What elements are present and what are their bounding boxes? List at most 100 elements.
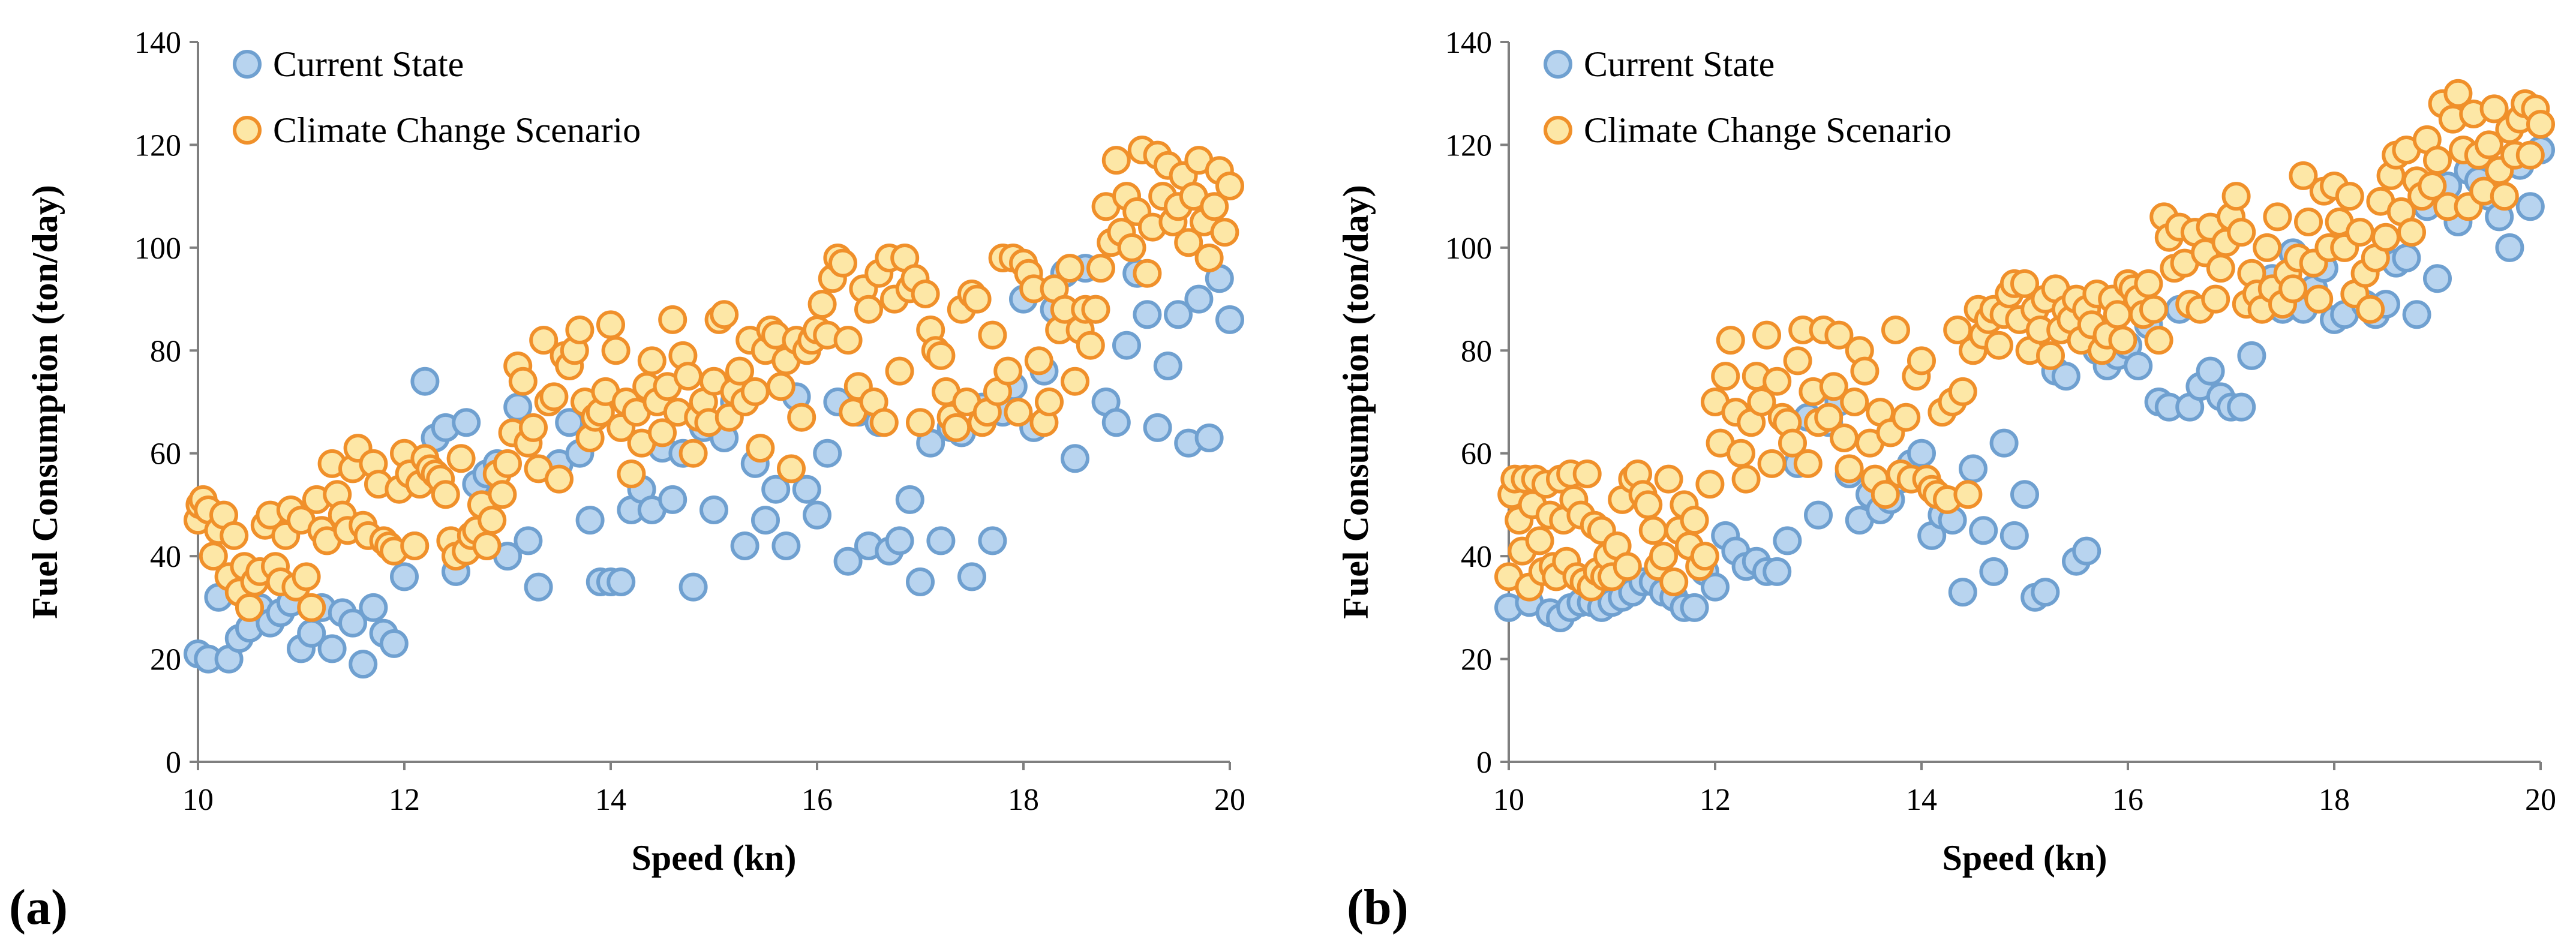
panel-a-current-state-point — [1184, 284, 1214, 314]
panel-a-climate-scenario-point — [740, 377, 770, 406]
panel-a-current-state-point — [410, 367, 440, 396]
panel-b-current-state-point — [1773, 526, 1802, 555]
panel-a-climate-scenario-point — [942, 413, 971, 442]
panel-a-climate-scenario-point — [1174, 228, 1203, 257]
panel-a-x-axis-title: Speed (kn) — [631, 838, 796, 878]
panel-a-legend: Current State Climate Change Scenario — [233, 44, 641, 150]
panel-b-climate-scenario-point — [1763, 367, 1792, 396]
panel-b-current-state-point — [2402, 300, 2431, 329]
panel-a-climate-scenario-point — [1081, 295, 1110, 324]
panel-b-current-state-point — [1959, 454, 1987, 483]
panel-b-current-state-point — [1969, 516, 1998, 545]
panel-a-current-state-point — [1061, 444, 1089, 473]
panel-b-y-tick-label: 100 — [1445, 232, 1492, 266]
panel-a-current-state-point — [338, 608, 367, 638]
panel-a-legend-label-climate: Climate Change Scenario — [273, 110, 641, 150]
panel-a-legend-marker-climate — [233, 116, 262, 145]
panel-b-climate-scenario-point — [1613, 552, 1642, 581]
panel-a-y-tick-label: 0 — [166, 746, 181, 780]
panel-b-climate-scenario-point — [2206, 254, 2235, 283]
panel-b-legend-label-current: Current State — [1584, 44, 1775, 84]
panel-b-climate-scenario-point — [2201, 284, 2230, 314]
panel-a-climate-scenario-point — [828, 248, 857, 278]
panel-b-climate-scenario-point — [1634, 490, 1663, 519]
panel-b-x-tick-label: 14 — [1906, 783, 1937, 817]
panel-a-current-state-point — [730, 531, 759, 560]
panel-b-climate-scenario-point — [2134, 269, 2163, 298]
panel-a-climate-scenario-point — [1024, 346, 1053, 376]
panel-a-current-state-point — [1143, 413, 1172, 442]
panel-a-climate-scenario-point — [488, 480, 517, 509]
panel-a-current-state-point — [1215, 305, 1244, 334]
panel-a-y-tick-label: 120 — [134, 128, 181, 163]
panel-a-climate-scenario-point — [539, 382, 569, 412]
panel-a-climate-scenario-point — [596, 310, 625, 340]
panel-a-climate-scenario-point — [1004, 398, 1033, 427]
panel-a-climate-scenario-point — [658, 305, 687, 334]
panel-b-current-state-point — [2227, 392, 2256, 422]
panel-a-current-state-point — [978, 526, 1007, 555]
panel-a-label: (a) — [9, 879, 68, 935]
panel-a-current-state-point — [1153, 352, 1182, 380]
panel-a-climate-scenario-point — [911, 280, 940, 308]
panel-b-current-state-point — [2392, 244, 2421, 272]
panel-a-y-tick-label: 100 — [134, 232, 181, 266]
panel-b-current-state-point — [1804, 500, 1833, 530]
panel-b-climate-scenario-point — [1984, 331, 2013, 360]
panel-a-climate-scenario-point — [906, 408, 935, 437]
panel-a-climate-scenario-point — [1101, 146, 1131, 175]
panel-a-current-state-point — [390, 562, 419, 591]
panel-a-climate-scenario-point — [472, 531, 502, 560]
panel-a-current-state-point — [761, 474, 791, 504]
panel-b-climate-scenario-point — [1752, 320, 1781, 350]
panel-b-legend-label-climate: Climate Change Scenario — [1584, 110, 1951, 150]
panel-b-climate-scenario-point — [2108, 326, 2137, 355]
panel-b-climate-scenario-point — [1695, 470, 1725, 499]
panel-b-x-axis-title: Speed (kn) — [1942, 838, 2107, 878]
panel-b-climate-scenario-point — [1953, 480, 1983, 509]
panel-b-climate-scenario-point — [1690, 542, 1719, 571]
panel-a-climate-scenario-point — [725, 356, 754, 386]
panel-b-climate-scenario-point — [1757, 449, 1787, 478]
panel-a-climate-scenario-point — [617, 460, 646, 488]
panel-b-climate-scenario-point — [2294, 208, 2323, 236]
panel-a-climate-scenario-point — [926, 341, 956, 370]
panel-b-current-state-point — [2515, 192, 2545, 221]
panel-b-current-state-point — [2051, 362, 2080, 391]
panel-a-current-state-point — [524, 572, 553, 602]
panel-b-climate-scenario-point — [1525, 526, 1554, 555]
panel-a-climate-scenario-point — [400, 531, 430, 560]
panel-b-current-state-point — [1999, 521, 2029, 550]
panel-a-current-state-point — [514, 526, 543, 555]
panel-b-axes — [1508, 42, 2541, 763]
panel-b-climate-scenario-point — [1649, 542, 1678, 571]
panel-a-current-state-point — [1164, 300, 1193, 329]
panel-b-climate-scenario-point — [2010, 269, 2039, 298]
panel-b-y-axis-title: Fuel Consumption (ton/day) — [1336, 185, 1376, 618]
panel-a-y-tick-label: 140 — [134, 26, 181, 60]
panel-b-y-tick-label: 20 — [1461, 643, 1492, 677]
panel-a-climate-scenario-point — [1055, 254, 1085, 283]
panel-a-current-state-point — [658, 485, 687, 514]
panel-b-climate-scenario-point — [1850, 356, 1880, 386]
panel-a-climate-scenario-point — [601, 336, 631, 365]
panel-b-x-tick-label: 16 — [2112, 783, 2143, 817]
panel-a-climate-scenario-point — [637, 346, 666, 376]
panel-a-x-tick-label: 18 — [1008, 783, 1039, 817]
panel-b-climate-scenario-point — [2443, 79, 2473, 108]
panel-b-climate-scenario-point — [1638, 516, 1668, 545]
panel-a-current-state-point — [379, 629, 409, 658]
panel-b-climate-scenario-point — [2479, 94, 2509, 124]
panel-b-current-state-point — [1948, 578, 1977, 607]
panel-b-climate-scenario-point — [1830, 424, 1859, 452]
panel-a-climate-scenario-point — [787, 403, 816, 432]
panel-b-current-state-point — [1701, 572, 1730, 602]
panel-a-climate-scenario-point — [1076, 331, 1105, 360]
panel-a-climate-scenario-point — [431, 480, 460, 509]
panel-a-climate-scenario-point — [710, 300, 739, 329]
panel-a-x-tick-label: 10 — [182, 783, 214, 817]
panel-a-current-state-point — [452, 408, 481, 437]
panel-b-climate-scenario-point — [1654, 464, 1683, 494]
panel-b-climate-scenario-point — [2253, 233, 2282, 262]
panel-a-x-tick-label: 20 — [1214, 783, 1245, 817]
